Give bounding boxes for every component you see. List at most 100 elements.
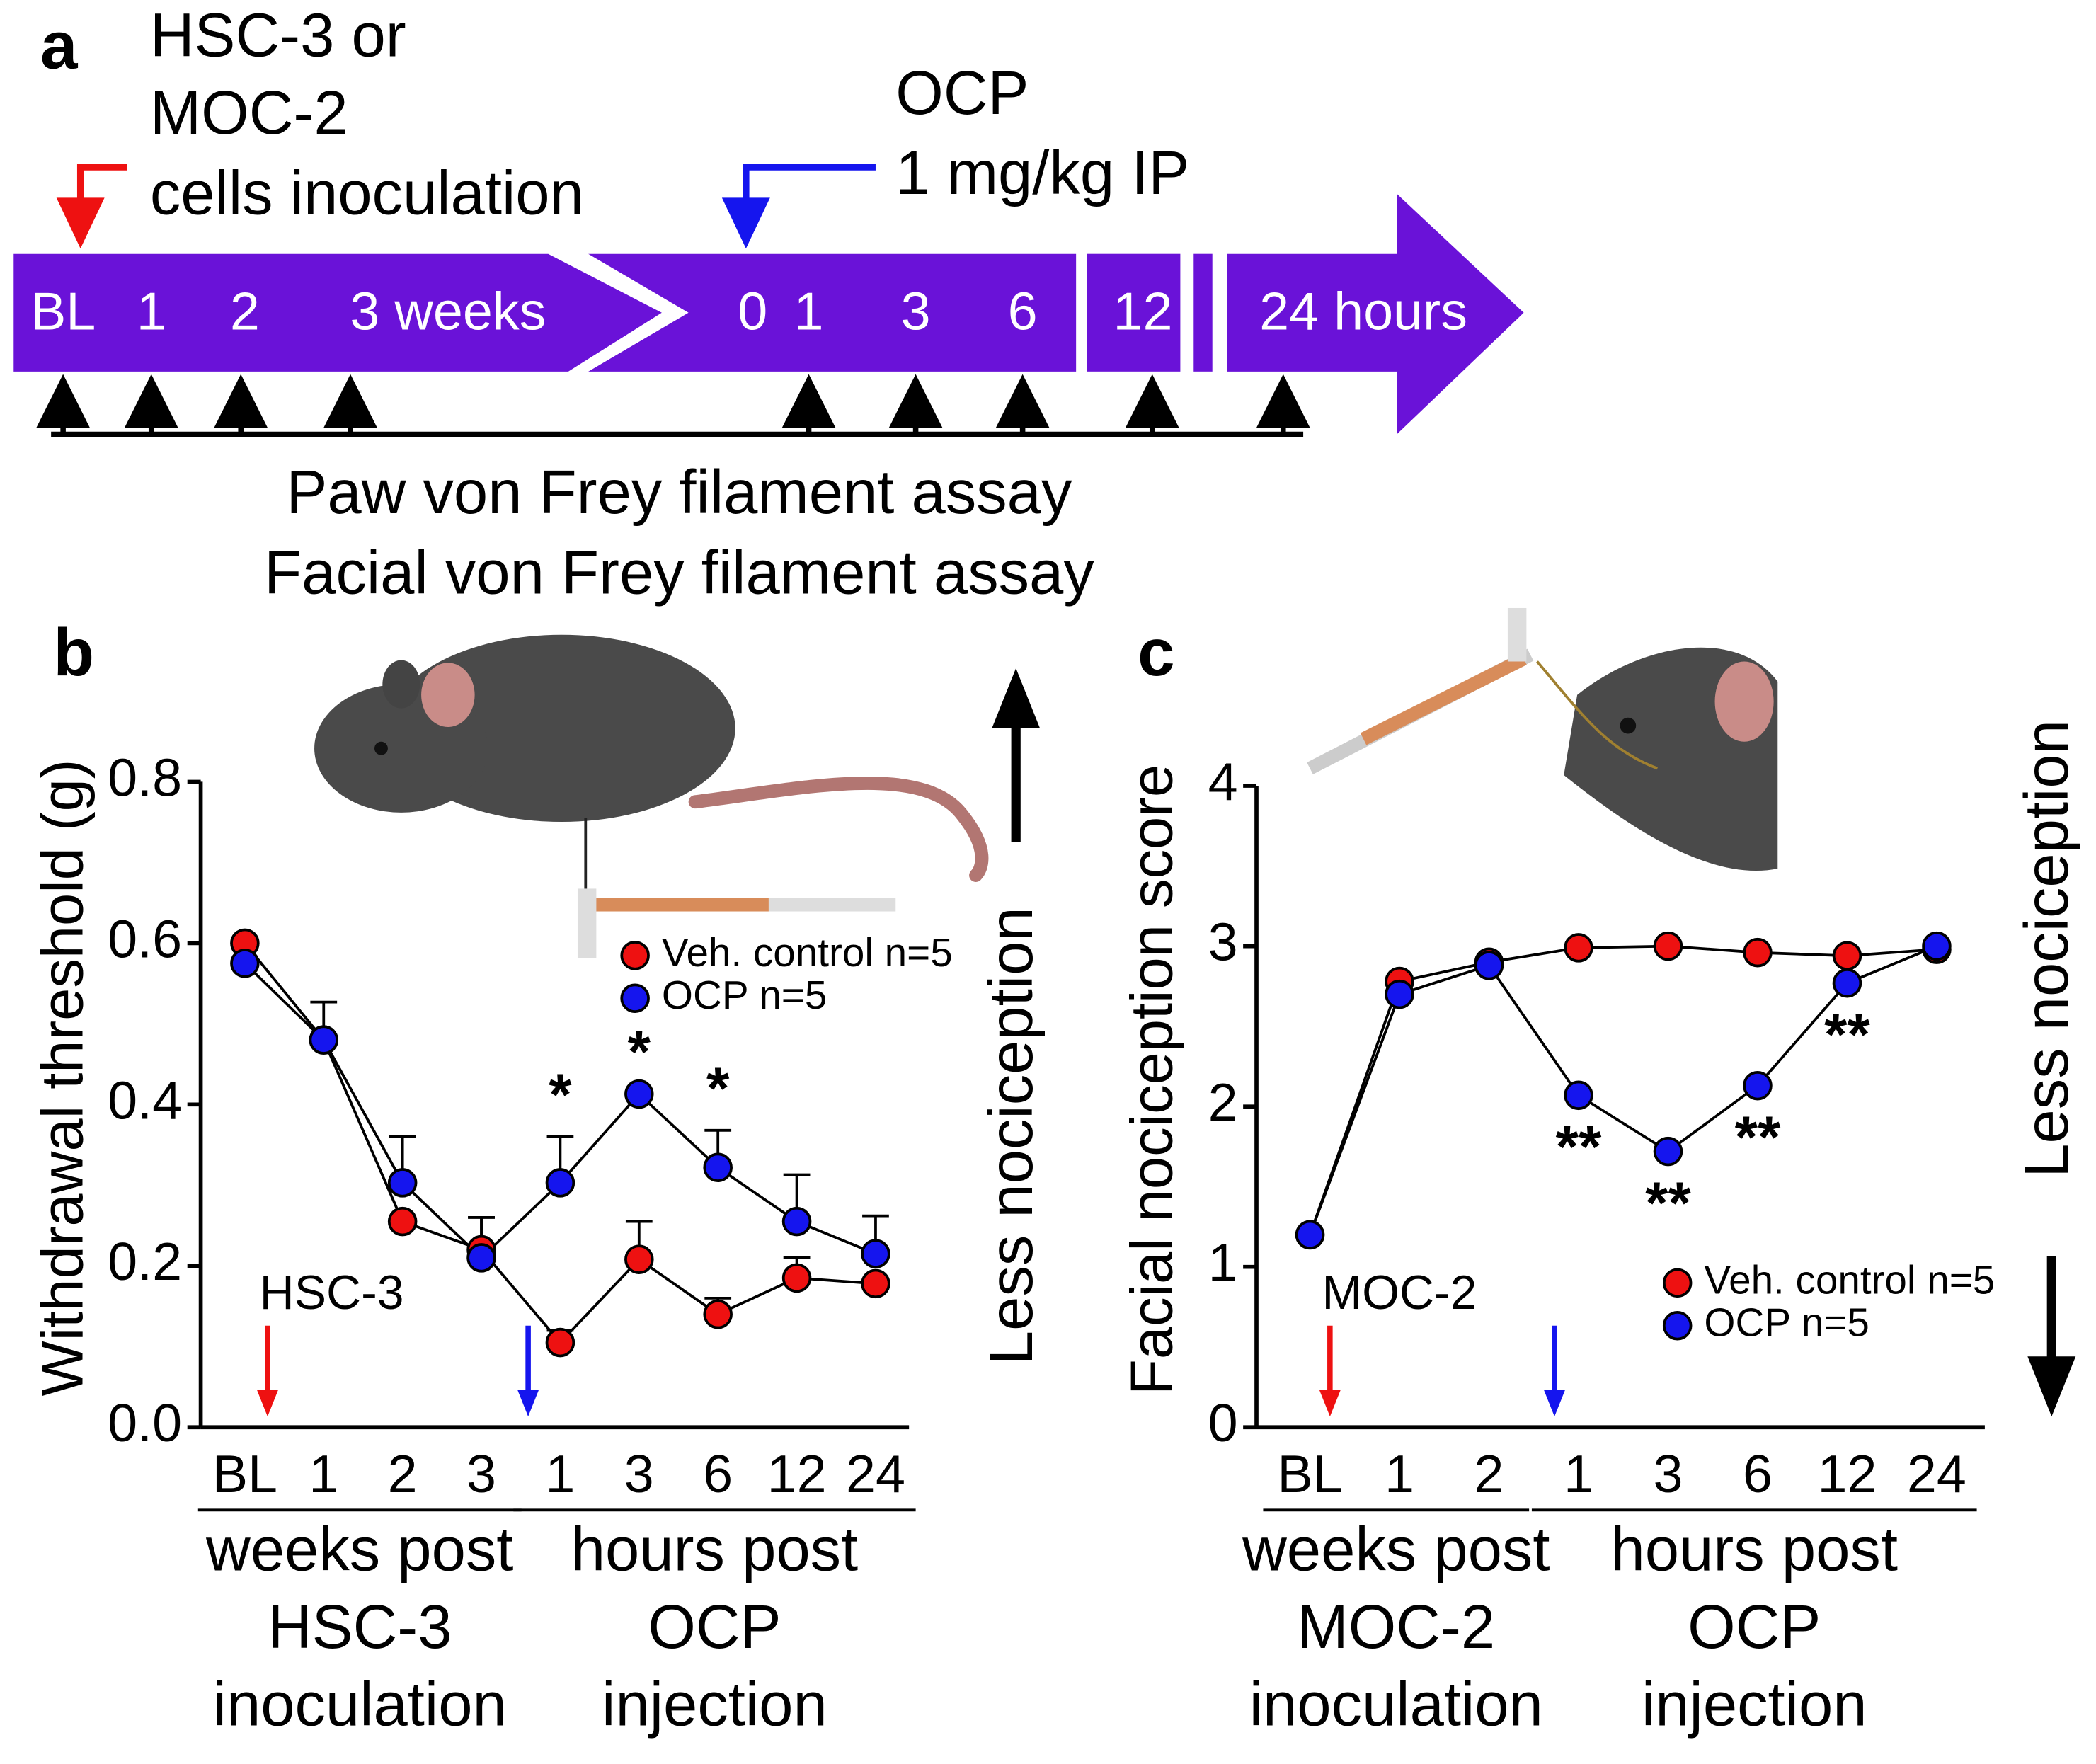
assay-arrow xyxy=(124,374,178,428)
data-point xyxy=(1564,1080,1593,1111)
x-tick-label: BL xyxy=(1277,1445,1342,1504)
assay-arrow xyxy=(1256,374,1310,428)
inoculation-arrow-head xyxy=(56,197,105,249)
data-point xyxy=(1832,968,1862,998)
timeline-label: 3 weeks xyxy=(350,282,546,341)
y-tick-label: 4 xyxy=(1208,752,1238,812)
group-label: inoculation xyxy=(213,1671,507,1739)
y-tick-label: 1 xyxy=(1208,1234,1238,1293)
injection-arrow xyxy=(743,164,876,217)
data-point xyxy=(861,1268,890,1299)
data-point xyxy=(1564,933,1593,963)
injection-text: OCP xyxy=(895,59,1029,127)
assay-arrow xyxy=(781,374,836,428)
legend-label: Veh. control n=5 xyxy=(1704,1258,1995,1302)
assay-arrow xyxy=(323,374,377,428)
data-point xyxy=(1832,941,1862,970)
data-point xyxy=(1743,937,1773,968)
x-tick-label: 6 xyxy=(1743,1445,1773,1504)
event-label: MOC-2 xyxy=(1322,1266,1477,1319)
side-arrow-head xyxy=(992,668,1041,728)
y-tick-label: 0.6 xyxy=(108,910,182,969)
timeline-label: 0 xyxy=(738,282,767,341)
side-arrow-head xyxy=(2027,1356,2076,1417)
assay-text: Paw von Frey filament assay xyxy=(286,458,1072,527)
timeline-bar xyxy=(1193,253,1213,372)
significance-label: ** xyxy=(1735,1104,1781,1170)
event-arrow-head xyxy=(256,1390,279,1417)
timeline-label: 2 xyxy=(230,282,260,341)
assay-text: Facial von Frey filament assay xyxy=(264,539,1094,607)
y-axis-label: Facial nociception score xyxy=(1118,764,1184,1395)
x-tick-label: 12 xyxy=(767,1445,827,1504)
group-label: hours post xyxy=(1611,1516,1898,1584)
inoculation-text: HSC-3 or xyxy=(150,1,406,70)
injection-text: 1 mg/kg IP xyxy=(895,139,1189,207)
y-tick-label: 0.8 xyxy=(108,748,182,808)
significance-label: * xyxy=(549,1062,572,1128)
timeline-label: 12 xyxy=(1113,282,1173,341)
data-point xyxy=(1385,979,1414,1009)
series-line xyxy=(1308,944,1937,1236)
y-tick-label: 0.2 xyxy=(108,1232,182,1292)
data-point xyxy=(1922,931,1952,961)
x-tick-label: 1 xyxy=(545,1445,575,1504)
timeline-label: 1 xyxy=(794,282,824,341)
data-point xyxy=(545,1327,575,1358)
group-label: weeks post xyxy=(1242,1516,1550,1584)
data-point xyxy=(624,1244,654,1274)
timeline xyxy=(13,164,1524,437)
data-point xyxy=(466,1243,496,1273)
legend-marker xyxy=(1662,1268,1693,1298)
group-label: OCP xyxy=(648,1593,781,1661)
y-tick-label: 0.4 xyxy=(108,1071,182,1130)
y-tick-label: 0 xyxy=(1208,1394,1238,1453)
legend-marker xyxy=(1662,1311,1693,1341)
timeline-arrow xyxy=(1227,193,1524,435)
significance-label: ** xyxy=(1824,1002,1870,1067)
legend-label: OCP n=5 xyxy=(662,973,827,1018)
data-point xyxy=(703,1152,733,1183)
group-label: OCP xyxy=(1688,1593,1821,1661)
event-arrow-head xyxy=(1319,1390,1341,1417)
y-tick-label: 3 xyxy=(1208,913,1238,973)
event-label: HSC-3 xyxy=(260,1266,404,1319)
data-point xyxy=(781,1263,812,1293)
side-label: Less nociception xyxy=(977,907,1046,1365)
timeline-label: 1 xyxy=(137,282,166,341)
group-label: injection xyxy=(602,1671,827,1739)
significance-label: ** xyxy=(1645,1170,1691,1236)
legend-label: Veh. control n=5 xyxy=(662,931,953,975)
data-point xyxy=(309,1025,339,1055)
side-label: Less nociception xyxy=(2012,720,2081,1178)
panel-label: a xyxy=(40,9,79,84)
timeline-bar xyxy=(13,253,662,372)
mouse-illustration xyxy=(314,634,989,958)
group-label: hours post xyxy=(571,1516,858,1584)
group-label: injection xyxy=(1642,1671,1867,1739)
injection-arrow-head xyxy=(721,197,770,249)
assay-arrow xyxy=(1125,374,1179,428)
assay-markers xyxy=(36,374,1310,435)
y-tick-label: 0.0 xyxy=(108,1394,182,1453)
group-label: weeks post xyxy=(205,1516,513,1584)
x-tick-label: 3 xyxy=(1653,1445,1683,1504)
timeline-bar xyxy=(588,253,1077,372)
data-point xyxy=(1653,931,1683,961)
group-label: MOC-2 xyxy=(1297,1593,1495,1661)
x-tick-label: 24 xyxy=(846,1445,905,1504)
x-tick-label: BL xyxy=(212,1445,277,1504)
x-tick-label: 2 xyxy=(1474,1445,1504,1504)
assay-arrow xyxy=(214,374,268,428)
assay-arrow xyxy=(995,374,1050,428)
y-tick-label: 2 xyxy=(1208,1073,1238,1133)
timeline-label: BL xyxy=(30,282,96,341)
data-point xyxy=(545,1168,575,1198)
legend-marker xyxy=(620,983,650,1014)
timeline-label: 24 hours xyxy=(1259,282,1467,341)
x-tick-label: 2 xyxy=(388,1445,418,1504)
y-axis-label: Withdrawal threshold (g) xyxy=(30,760,96,1397)
x-tick-label: 3 xyxy=(466,1445,496,1504)
